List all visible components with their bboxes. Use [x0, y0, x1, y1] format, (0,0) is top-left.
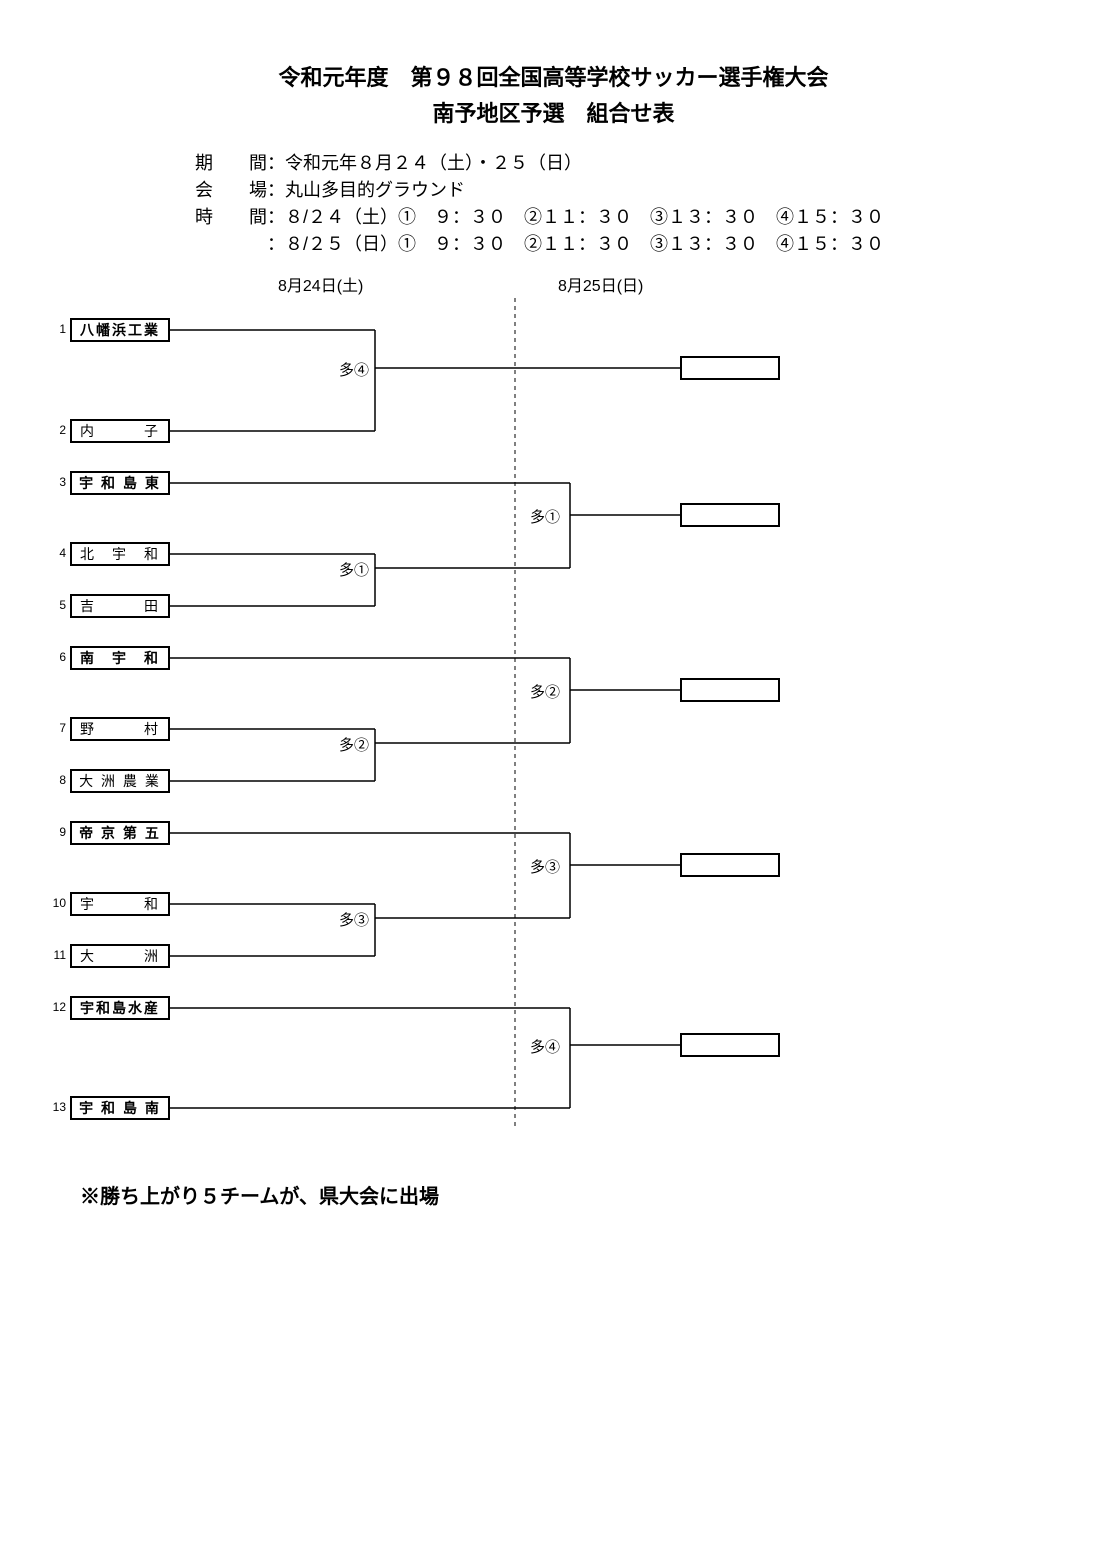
seed-number: 3 — [50, 475, 66, 489]
seed-number: 5 — [50, 598, 66, 612]
winner-box — [680, 503, 780, 527]
team-box: 北 宇 和 — [70, 542, 170, 566]
team-box: 大 洲 — [70, 944, 170, 968]
seed-number: 7 — [50, 721, 66, 735]
team-box: 吉 田 — [70, 594, 170, 618]
seed-number: 2 — [50, 423, 66, 437]
seed-number: 13 — [50, 1100, 66, 1114]
seed-number: 4 — [50, 546, 66, 560]
team-box: 八幡浜工業 — [70, 318, 170, 342]
seed-number: 8 — [50, 773, 66, 787]
seed-number: 11 — [50, 948, 66, 962]
winner-box — [680, 356, 780, 380]
team-box: 内 子 — [70, 419, 170, 443]
team-box: 南 宇 和 — [70, 646, 170, 670]
team-box: 宇 和 — [70, 892, 170, 916]
day1-match-label: 多② — [339, 734, 369, 755]
seed-number: 6 — [50, 650, 66, 664]
seed-number: 1 — [50, 322, 66, 336]
team-box: 野 村 — [70, 717, 170, 741]
day2-match-label: 多① — [530, 506, 560, 527]
day2-match-label: 多④ — [530, 1036, 560, 1057]
winner-box — [680, 1033, 780, 1057]
team-box: 大 洲 農 業 — [70, 769, 170, 793]
seed-number: 9 — [50, 825, 66, 839]
winner-box — [680, 678, 780, 702]
day1-match-label: 多① — [339, 559, 369, 580]
team-box: 帝 京 第 五 — [70, 821, 170, 845]
seed-number: 10 — [50, 896, 66, 910]
winner-box — [680, 853, 780, 877]
seed-number: 12 — [50, 1000, 66, 1014]
team-box: 宇 和 島 東 — [70, 471, 170, 495]
day1-match-label: 多③ — [339, 909, 369, 930]
team-box: 宇和島水産 — [70, 996, 170, 1020]
day2-match-label: 多② — [530, 681, 560, 702]
day2-match-label: 多③ — [530, 856, 560, 877]
team-box: 宇 和 島 南 — [70, 1096, 170, 1120]
footer-note: ※勝ち上がり５チームが、県大会に出場 — [80, 1180, 439, 1209]
day1-match-label: 多④ — [339, 359, 369, 380]
